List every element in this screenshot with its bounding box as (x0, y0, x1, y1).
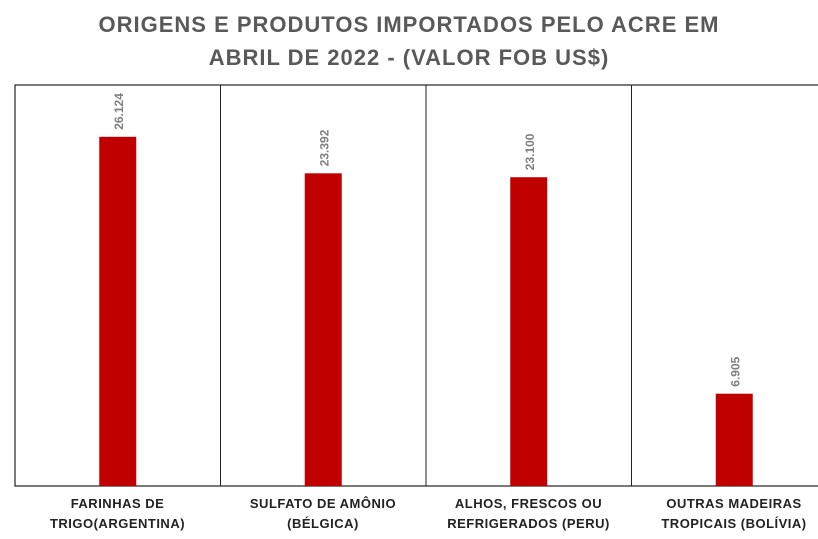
x-tick-label-line: TRIGO(ARGENTINA) (49, 516, 186, 531)
bar-1 (99, 136, 137, 486)
x-tick-label-3: ALHOS, FRESCOS OU REFRIGERADOS (PERU) (426, 494, 631, 534)
chart-title: ORIGENS E PRODUTOS IMPORTADOS PELO ACRE … (0, 8, 818, 74)
x-tick-label-line: TROPICAIS (BOLÍVIA) (661, 516, 807, 531)
x-tick-label-line: OUTRAS MADEIRAS (666, 496, 802, 511)
x-tick-label-1: FARINHAS DE TRIGO(ARGENTINA) (15, 494, 220, 534)
data-label-4: 6.905 (728, 356, 742, 386)
chart-title-line-1: ORIGENS E PRODUTOS IMPORTADOS PELO ACRE … (98, 12, 720, 37)
x-tick-label-line: SULFATO DE AMÔNIO (249, 496, 397, 511)
data-label-3: 23.100 (523, 133, 537, 170)
x-tick-label-line: (BÉLGICA) (287, 516, 359, 531)
bar-4 (715, 393, 753, 486)
x-tick-label-4: OUTRAS MADEIRAS TROPICAIS (BOLÍVIA) (632, 494, 818, 534)
data-label-1: 26.124 (112, 93, 126, 130)
x-tick-label-line: ALHOS, FRESCOS OU (454, 496, 603, 511)
bar-3 (510, 177, 548, 487)
x-tick-label-2: SULFATO DE AMÔNIO (BÉLGICA) (221, 494, 426, 534)
x-tick-label-line: REFRIGERADOS (PERU) (447, 516, 610, 531)
x-tick-label-line: FARINHAS DE (70, 496, 165, 511)
data-label-2: 23.392 (317, 129, 331, 166)
bar-2 (304, 173, 342, 486)
chart-title-line-2: ABRIL DE 2022 - (VALOR FOB US$) (208, 45, 610, 70)
